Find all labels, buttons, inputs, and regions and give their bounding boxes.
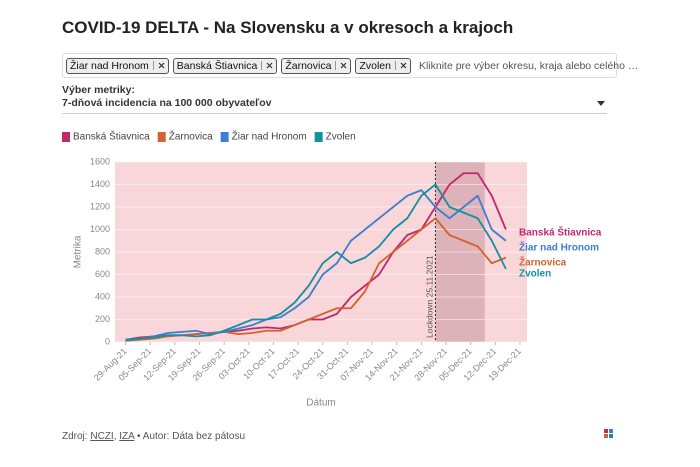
y-tick-label: 800 bbox=[95, 246, 110, 256]
legend-label: Žiar nad Hronom bbox=[232, 130, 307, 143]
author: • Autor: Dáta bez pátosu bbox=[137, 431, 246, 442]
legend-label: Žarnovica bbox=[169, 130, 213, 143]
x-axis-title: Dátum bbox=[306, 398, 335, 409]
filter-placeholder[interactable]: Kliknite pre výber okresu, kraja alebo c… bbox=[418, 59, 639, 72]
chip-label: Žarnovica bbox=[285, 59, 332, 72]
legend-swatch bbox=[220, 132, 229, 142]
y-tick-label: 1600 bbox=[90, 156, 110, 166]
metric-selected: 7-dňová incidencia na 100 000 obyvateľov bbox=[62, 97, 272, 109]
filter-chip[interactable]: Žiar nad Hronom bbox=[66, 57, 169, 74]
chip-label: Zvolen bbox=[359, 59, 391, 72]
logo bbox=[604, 429, 613, 438]
y-axis-title: Metrika bbox=[73, 235, 84, 268]
filter-box[interactable]: Žiar nad Hronom Banská Štiavnica Žarnovica… bbox=[62, 53, 638, 78]
chip-remove[interactable] bbox=[261, 61, 273, 70]
y-tick-label: 1200 bbox=[90, 201, 110, 211]
chip-label: Banská Štiavnica bbox=[176, 59, 258, 72]
end-label: Žarnovica bbox=[519, 256, 567, 269]
y-tick-label: 1000 bbox=[90, 224, 110, 234]
y-tick-label: 0 bbox=[105, 336, 110, 346]
legend-swatch bbox=[157, 132, 166, 142]
y-tick-label: 200 bbox=[95, 314, 110, 324]
source-link[interactable]: IZA bbox=[119, 431, 135, 442]
separator: , bbox=[113, 431, 117, 442]
filter-chip[interactable]: Banská Štiavnica bbox=[172, 57, 278, 74]
end-label: Zvolen bbox=[519, 269, 551, 280]
source-link[interactable]: NCZI bbox=[90, 431, 114, 442]
chip-label: Žiar nad Hronom bbox=[70, 59, 149, 72]
legend-swatch bbox=[314, 132, 323, 142]
end-label: Žiar nad Hronom bbox=[519, 241, 599, 254]
legend-label: Banská Štiavnica bbox=[73, 130, 150, 143]
annotation-label: Lockdown 25.11.2021 bbox=[425, 255, 435, 338]
metric-label: Výber metriky: bbox=[62, 84, 135, 96]
chip-remove[interactable] bbox=[335, 61, 347, 70]
page-title: COVID-19 DELTA - Na Slovensku a v okreso… bbox=[62, 18, 514, 37]
series-line bbox=[125, 217, 507, 342]
source-prefix: Zdroj: bbox=[62, 431, 88, 442]
y-tick-label: 1400 bbox=[90, 179, 110, 189]
legend-label: Zvolen bbox=[326, 132, 356, 143]
legend-swatch bbox=[62, 132, 70, 142]
end-label: Banská Štiavnica bbox=[519, 226, 602, 239]
y-tick-label: 600 bbox=[95, 269, 110, 279]
series-line bbox=[125, 189, 507, 342]
chip-remove[interactable] bbox=[152, 61, 165, 70]
filter-chip[interactable]: Žarnovica bbox=[281, 57, 352, 74]
chip-remove[interactable] bbox=[394, 61, 407, 70]
footer: Zdroj: NCZI, IZA • Autor: Dáta bez pátos… bbox=[62, 431, 245, 442]
filter-chip[interactable]: Zvolen bbox=[355, 57, 411, 74]
metric-dropdown[interactable]: 7-dňová incidencia na 100 000 obyvateľov bbox=[62, 97, 607, 114]
dropdown-arrow bbox=[597, 101, 605, 106]
series-line bbox=[125, 183, 507, 341]
y-tick-label: 400 bbox=[95, 291, 110, 301]
chart: 0200400600800100012001400160029-Aug-2105… bbox=[62, 130, 602, 409]
